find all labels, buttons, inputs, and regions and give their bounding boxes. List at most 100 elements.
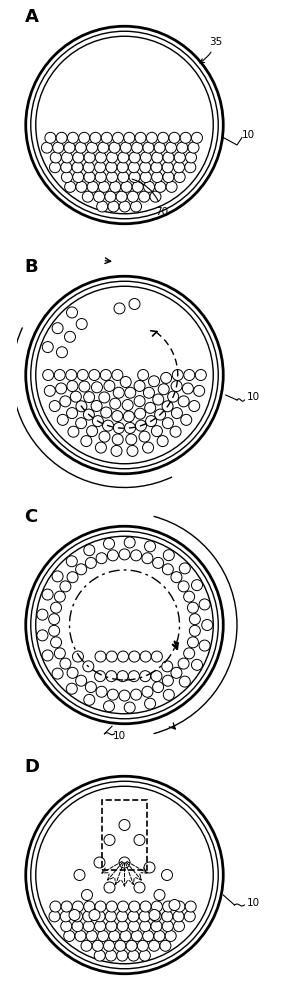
Circle shape	[180, 132, 191, 143]
Circle shape	[89, 369, 100, 380]
Circle shape	[187, 602, 199, 613]
Circle shape	[84, 172, 95, 183]
Circle shape	[87, 181, 98, 192]
Circle shape	[66, 556, 77, 567]
Circle shape	[106, 921, 117, 932]
Circle shape	[76, 181, 87, 192]
Circle shape	[83, 661, 94, 672]
Circle shape	[87, 142, 97, 153]
Circle shape	[117, 162, 128, 173]
Circle shape	[120, 930, 131, 941]
Circle shape	[162, 869, 172, 880]
Circle shape	[173, 911, 184, 922]
Circle shape	[125, 422, 135, 433]
Circle shape	[42, 589, 53, 600]
Circle shape	[139, 950, 150, 961]
Circle shape	[73, 172, 84, 183]
Circle shape	[72, 911, 83, 922]
Circle shape	[171, 572, 182, 583]
Circle shape	[132, 181, 143, 192]
Circle shape	[121, 181, 132, 192]
Circle shape	[131, 689, 142, 700]
Circle shape	[116, 191, 127, 202]
Circle shape	[135, 408, 146, 419]
Circle shape	[83, 392, 95, 403]
Circle shape	[79, 132, 90, 143]
Circle shape	[118, 152, 129, 163]
Circle shape	[158, 132, 169, 143]
Circle shape	[181, 414, 192, 425]
Circle shape	[157, 436, 168, 447]
Circle shape	[105, 191, 116, 202]
Circle shape	[103, 701, 114, 712]
Bar	[102, 800, 147, 870]
Circle shape	[113, 387, 124, 398]
Circle shape	[85, 557, 96, 568]
Circle shape	[134, 396, 145, 407]
Circle shape	[37, 630, 48, 641]
Circle shape	[178, 396, 189, 407]
Circle shape	[60, 581, 71, 592]
Circle shape	[54, 591, 65, 602]
Circle shape	[155, 181, 166, 192]
Circle shape	[152, 172, 163, 183]
Circle shape	[76, 564, 87, 575]
Circle shape	[107, 550, 118, 561]
Circle shape	[54, 648, 65, 659]
Circle shape	[84, 901, 95, 912]
Circle shape	[68, 426, 79, 437]
Circle shape	[151, 911, 162, 922]
Circle shape	[135, 132, 146, 143]
Circle shape	[83, 911, 94, 922]
Circle shape	[117, 911, 128, 922]
Circle shape	[109, 142, 120, 153]
Circle shape	[189, 614, 200, 625]
Circle shape	[61, 162, 72, 173]
Circle shape	[74, 869, 85, 880]
Circle shape	[83, 162, 94, 173]
Circle shape	[57, 414, 68, 425]
Circle shape	[162, 911, 173, 922]
Circle shape	[174, 172, 185, 183]
Text: 35: 35	[200, 37, 223, 63]
Circle shape	[151, 921, 162, 932]
Circle shape	[143, 181, 154, 192]
Circle shape	[41, 142, 53, 153]
Circle shape	[90, 132, 101, 143]
Circle shape	[120, 142, 131, 153]
Circle shape	[99, 431, 110, 442]
Circle shape	[142, 686, 153, 697]
Circle shape	[44, 385, 55, 396]
Circle shape	[96, 686, 107, 697]
Circle shape	[115, 940, 126, 951]
Circle shape	[172, 369, 183, 380]
Circle shape	[150, 191, 161, 202]
Circle shape	[91, 400, 102, 411]
Circle shape	[103, 420, 114, 431]
Circle shape	[199, 640, 210, 651]
Circle shape	[182, 383, 193, 394]
Circle shape	[128, 950, 139, 961]
Circle shape	[139, 191, 150, 202]
Circle shape	[184, 591, 195, 602]
Circle shape	[151, 671, 162, 682]
Circle shape	[134, 882, 145, 893]
Circle shape	[97, 201, 108, 212]
Circle shape	[158, 384, 169, 395]
Circle shape	[178, 658, 189, 669]
Circle shape	[93, 191, 105, 202]
Circle shape	[143, 930, 154, 941]
Circle shape	[42, 650, 53, 661]
Text: 10: 10	[247, 898, 260, 908]
Circle shape	[62, 152, 72, 163]
Circle shape	[145, 541, 156, 552]
Circle shape	[174, 152, 185, 163]
Circle shape	[49, 162, 60, 173]
Circle shape	[64, 142, 75, 153]
Circle shape	[95, 921, 106, 932]
Circle shape	[76, 401, 87, 412]
Circle shape	[187, 637, 199, 648]
Circle shape	[110, 181, 121, 192]
Circle shape	[79, 381, 90, 392]
Text: C: C	[24, 508, 38, 526]
